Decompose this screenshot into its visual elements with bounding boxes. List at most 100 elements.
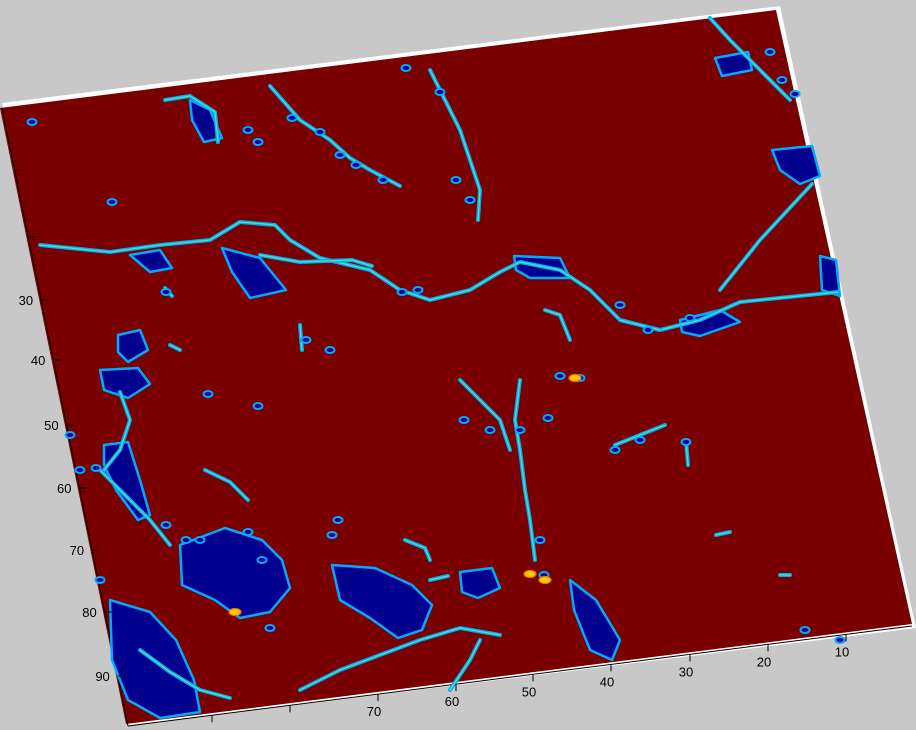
edge-contour-highlight-3 (164, 95, 219, 143)
edge-fragment-38 (834, 636, 846, 644)
edge-fragment-41 (64, 431, 76, 439)
edge-fragment-25 (542, 414, 554, 422)
y-tick-label-40: 40 (31, 353, 45, 368)
edge-fragment-14 (202, 390, 214, 398)
x-tick-label-20: 20 (757, 654, 771, 669)
edge-fragment-31 (609, 446, 621, 454)
edge-fragment-43 (90, 464, 102, 472)
edge-fragment-9 (314, 128, 326, 136)
edge-fragment-46 (180, 536, 192, 544)
edge-fragment-12 (450, 176, 462, 184)
low-region-16 (128, 248, 174, 274)
edge-fragment-1 (26, 118, 38, 126)
edge-fragment-3 (252, 138, 264, 146)
edge-fragment-47 (326, 531, 338, 539)
edge-contour-highlight-11 (139, 649, 231, 699)
edge-contour-highlight-10 (299, 627, 501, 691)
y-tick-label-70: 70 (70, 543, 84, 558)
y-tick-label-80: 80 (82, 605, 96, 620)
edge-contour-highlight-24 (429, 575, 449, 581)
edge-contour-highlight-18 (404, 539, 431, 561)
hot-spot-2 (538, 575, 552, 585)
y-tick-label-30: 30 (19, 293, 33, 308)
edge-fragment-4 (242, 126, 254, 134)
x-tick-label-50: 50 (522, 684, 536, 699)
y-tick-label-90: 90 (95, 669, 109, 684)
edge-fragment-44 (94, 576, 106, 584)
edge-fragment-33 (680, 438, 692, 446)
edge-fragment-40 (194, 536, 206, 544)
x-axis-line (127, 625, 913, 727)
edge-fragment-7 (377, 176, 389, 184)
x-axis-ticks: 70 60 50 40 30 20 10 (211, 634, 849, 723)
edge-fragment-30 (614, 301, 626, 309)
edge-fragment-6 (350, 161, 362, 169)
edge-fragment-15 (252, 402, 264, 410)
edge-contour-highlight-7 (719, 183, 813, 291)
edge-fragment-16 (256, 556, 268, 564)
x-tick-label-40: 40 (600, 674, 614, 689)
edge-contour-highlight-25 (169, 344, 181, 351)
edge-fragment-26 (554, 372, 566, 380)
edge-fragment-32 (634, 436, 646, 444)
x-tick-label-30: 30 (679, 664, 693, 679)
edge-fragment-39 (160, 288, 172, 296)
low-region-11 (818, 254, 842, 298)
edge-contour-highlight-17 (204, 469, 249, 501)
hot-spot-3 (568, 373, 582, 383)
edge-fragment-37 (799, 626, 811, 634)
edge-contour-highlight-19 (299, 324, 303, 351)
edge-fragment-35 (534, 536, 546, 544)
edge-contour-highlight-12 (449, 639, 481, 691)
edge-contour-highlight-22 (715, 531, 731, 536)
edge-contour-highlight-6 (709, 17, 791, 101)
edge-fragment-49 (764, 48, 776, 56)
edge-contour-highlight-14 (459, 379, 511, 451)
edge-fragment-10 (400, 64, 412, 72)
edge-fragment-19 (324, 346, 336, 354)
edge-contour-highlight-16 (619, 319, 661, 331)
y-axis-line (1, 107, 129, 727)
y-tick-label-60: 60 (57, 481, 71, 496)
edge-fragment-23 (458, 416, 470, 424)
edge-contour-highlight-2 (259, 254, 373, 267)
low-region-13 (568, 578, 622, 662)
x-tick-label-70: 70 (367, 704, 381, 719)
edge-fragment-29 (684, 314, 696, 322)
y-tick-label-50: 50 (44, 418, 58, 433)
hot-spot-1 (523, 569, 537, 579)
edge-contour-highlight-9 (99, 469, 171, 546)
edge-contour-highlight-4 (269, 85, 401, 187)
edge-contour-highlight-23 (544, 309, 571, 341)
edge-fragment-48 (332, 516, 344, 524)
edge-contour-highlight-13 (514, 379, 536, 561)
edge-fragment-51 (789, 90, 801, 98)
low-region-8 (713, 50, 754, 78)
low-region-2 (330, 563, 434, 640)
edge-fragment-8 (286, 114, 298, 122)
x-tick-label-10: 10 (835, 644, 849, 659)
x-tick-label-60: 60 (445, 694, 459, 709)
edge-fragment-17 (242, 528, 254, 536)
edge-fragment-45 (160, 521, 172, 529)
edge-fragment-5 (334, 151, 346, 159)
edge-fragment-50 (776, 76, 788, 84)
edge-contour-highlight-15 (614, 424, 666, 446)
edge-fragment-2 (106, 198, 118, 206)
low-region-5 (116, 328, 150, 364)
edge-fragment-21 (396, 288, 408, 296)
low-region-3 (458, 566, 502, 600)
edge-fragment-34 (514, 426, 526, 434)
edge-fragment-13 (464, 196, 476, 204)
hot-spot-4 (228, 607, 242, 617)
edge-fragment-28 (642, 326, 654, 334)
edge-contours (26, 16, 846, 700)
edge-fragment-22 (412, 286, 424, 294)
edge-fragment-11 (434, 88, 446, 96)
edge-fragment-18 (264, 624, 276, 632)
low-region-10 (220, 246, 288, 300)
low-region-7 (770, 144, 822, 186)
y-axis-ticks: 30 40 50 60 70 80 90 (14, 169, 125, 684)
